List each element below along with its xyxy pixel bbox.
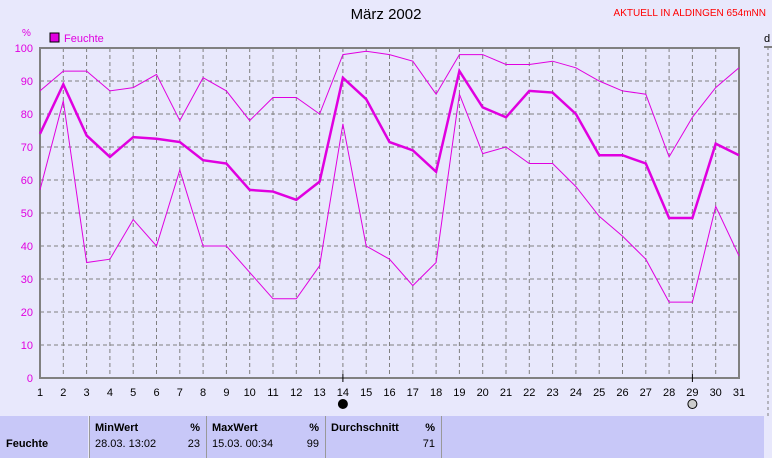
max-unit: % xyxy=(309,422,319,434)
x-tick-label: 10 xyxy=(244,387,256,399)
y-tick-label: 50 xyxy=(21,208,33,220)
x-tick-label: 1 xyxy=(37,387,43,399)
avg-cell: Durchschnitt % 71 xyxy=(325,416,441,458)
x-tick-label: 25 xyxy=(593,387,605,399)
plot-frame xyxy=(39,47,740,379)
x-tick-label: 27 xyxy=(640,387,652,399)
x-tick-label: 6 xyxy=(153,387,159,399)
x-tick-label: 12 xyxy=(290,387,302,399)
min-unit: % xyxy=(190,422,200,434)
y-tick-label: 80 xyxy=(21,109,33,121)
x-tick-label: 26 xyxy=(616,387,628,399)
y-tick-label: 100 xyxy=(15,43,33,55)
x-tick-label: 29 xyxy=(686,387,698,399)
max-time: 15.03. 00:34 xyxy=(212,438,274,450)
min-cell: MinWert % 28.03. 13:02 23 xyxy=(89,416,206,458)
avg-header: Durchschnitt xyxy=(331,422,399,434)
legend-label: Feuchte xyxy=(64,33,104,45)
x-tick-label: 30 xyxy=(710,387,722,399)
right-axis-label: d xyxy=(764,33,770,45)
chart-title: März 2002 xyxy=(350,6,422,23)
max-cell: MaxWert % 15.03. 00:34 99 xyxy=(206,416,325,458)
table-row-label-cell: Feuchte xyxy=(0,416,88,458)
x-tick-label: 3 xyxy=(84,387,90,399)
x-tick-label: 22 xyxy=(523,387,535,399)
max-header: MaxWert xyxy=(212,422,258,434)
y-tick-label: 0 xyxy=(27,373,33,385)
new-moon-icon xyxy=(337,399,348,409)
empty-cell xyxy=(441,416,764,458)
x-tick-label: 31 xyxy=(733,387,745,399)
avg-unit: % xyxy=(425,422,435,434)
x-tick-label: 17 xyxy=(407,387,419,399)
full-moon-icon xyxy=(687,399,698,409)
x-tick-label: 14 xyxy=(337,387,349,399)
x-tick-label: 19 xyxy=(453,387,465,399)
x-tick-label: 8 xyxy=(200,387,206,399)
x-tick-label: 23 xyxy=(546,387,558,399)
min-value: 23 xyxy=(187,438,200,450)
row-label: Feuchte xyxy=(6,438,49,450)
x-tick-label: 15 xyxy=(360,387,372,399)
avg-value: 71 xyxy=(422,438,435,450)
y-tick-label: 20 xyxy=(21,307,33,319)
x-tick-label: 7 xyxy=(177,387,183,399)
y-axis-unit: % xyxy=(22,28,31,39)
x-tick-label: 9 xyxy=(223,387,229,399)
y-tick-label: 40 xyxy=(21,241,33,253)
status-label: AKTUELL IN ALDINGEN 654mNN xyxy=(613,8,766,19)
y-tick-label: 90 xyxy=(21,76,33,88)
x-tick-label: 24 xyxy=(570,387,582,399)
y-tick-label: 70 xyxy=(21,142,33,154)
x-tick-label: 16 xyxy=(383,387,395,399)
x-tick-label: 18 xyxy=(430,387,442,399)
x-tick-label: 21 xyxy=(500,387,512,399)
x-tick-label: 13 xyxy=(313,387,325,399)
x-tick-label: 4 xyxy=(107,387,113,399)
y-tick-label: 30 xyxy=(21,274,33,286)
min-time: 28.03. 13:02 xyxy=(95,438,157,450)
legend-swatch xyxy=(49,32,60,43)
x-tick-label: 20 xyxy=(477,387,489,399)
x-tick-label: 2 xyxy=(60,387,66,399)
x-tick-label: 5 xyxy=(130,387,136,399)
max-value: 99 xyxy=(306,438,319,450)
x-tick-label: 11 xyxy=(267,387,278,399)
min-header: MinWert xyxy=(95,422,139,434)
y-tick-label: 60 xyxy=(21,175,33,187)
x-tick-label: 28 xyxy=(663,387,675,399)
y-tick-label: 10 xyxy=(21,340,33,352)
